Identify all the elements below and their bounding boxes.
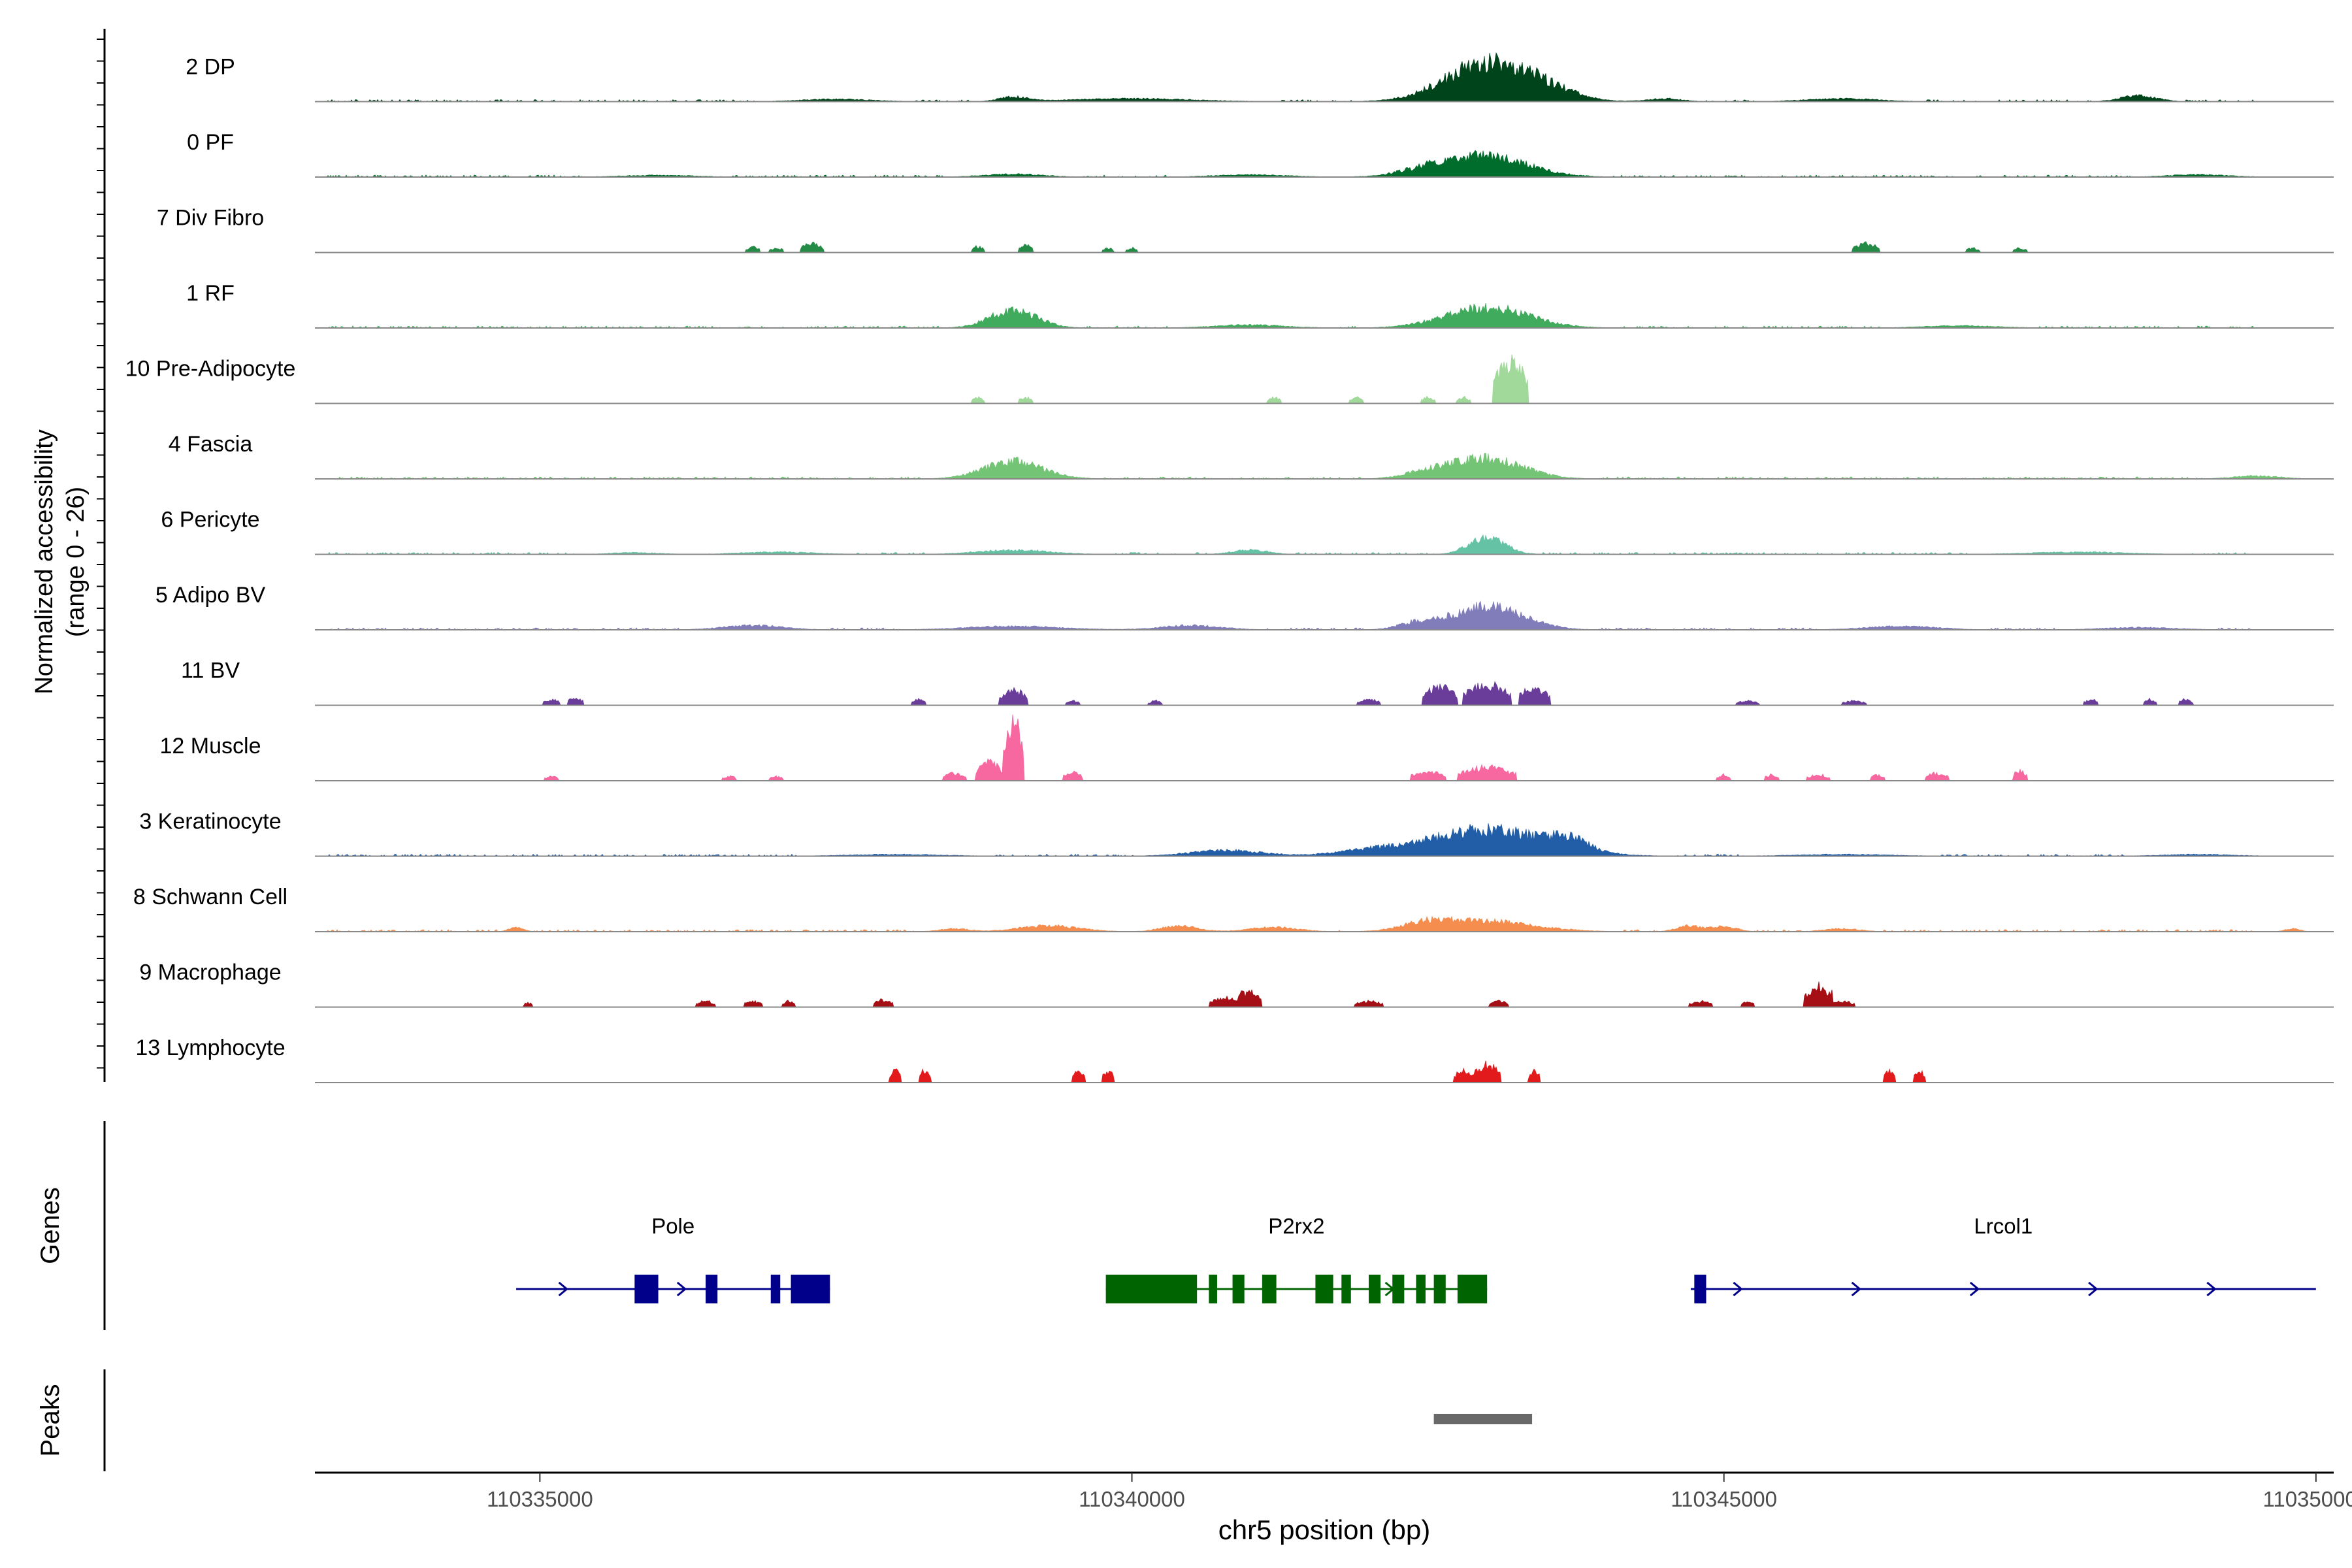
exon — [1232, 1275, 1245, 1303]
coverage-area — [315, 981, 2334, 1007]
exon — [1694, 1275, 1707, 1303]
peak-region — [1433, 1414, 1533, 1424]
coverage-area — [315, 1060, 2334, 1083]
exon — [1368, 1275, 1381, 1303]
coverage-area — [315, 823, 2334, 857]
coverage-area — [315, 241, 2334, 253]
track-13-lymphocyte: 13 Lymphocyte — [135, 1036, 2334, 1083]
gene-annotation-track: Pole P2rx2 Lrcol1 — [103, 1121, 2316, 1330]
exon — [1433, 1275, 1446, 1303]
track-label: 0 PF — [187, 130, 234, 155]
track-label: 12 Muscle — [160, 734, 261, 759]
x-tick-label: 110335000 — [487, 1487, 593, 1511]
track-label: 1 RF — [186, 281, 235, 306]
gene-label: Lrcol1 — [1974, 1214, 2033, 1238]
peaks-track — [103, 1369, 1533, 1471]
x-tick-label: 110340000 — [1079, 1487, 1185, 1511]
coverage-area — [315, 681, 2334, 706]
exon — [1341, 1275, 1351, 1303]
coverage-area — [315, 534, 2334, 555]
track-10-pre-adipocyte: 10 Pre-Adipocyte — [125, 354, 2334, 404]
strand-arrow — [1969, 1281, 1980, 1297]
track-9-macrophage: 9 Macrophage — [139, 960, 2334, 1008]
track-label: 2 DP — [186, 55, 235, 80]
x-tick-label: 110350000 — [2262, 1487, 2352, 1511]
y-axis — [97, 29, 106, 1082]
track-label: 10 Pre-Adipocyte — [125, 357, 296, 382]
exon — [706, 1275, 718, 1303]
strand-arrow — [795, 1281, 806, 1297]
x-axis-label: chr5 position (bp) — [1218, 1514, 1431, 1545]
x-axis: 110335000 110340000 110345000 110350000 — [315, 1471, 2352, 1511]
peaks-axis-label: Peaks — [36, 1384, 65, 1456]
x-tick-label: 110345000 — [1671, 1487, 1777, 1511]
strand-arrow — [1851, 1281, 1861, 1297]
exon — [1262, 1275, 1277, 1303]
track-label: 13 Lymphocyte — [135, 1036, 285, 1060]
strand-arrow — [558, 1281, 568, 1297]
coverage-area — [315, 452, 2334, 480]
coverage-area — [315, 600, 2334, 630]
coverage-area — [315, 303, 2334, 329]
track-label: 7 Div Fibro — [157, 206, 264, 231]
track-8-schwann-cell: 8 Schwann Cell — [133, 885, 2334, 932]
coverage-area — [315, 354, 2334, 404]
coverage-area — [315, 915, 2334, 932]
track-2-dp: 2 DP — [186, 52, 2334, 103]
track-6-pericyte: 6 Pericyte — [161, 508, 2334, 555]
strand-arrow — [2088, 1281, 2099, 1297]
exon — [770, 1275, 781, 1303]
y-axis-label-line2: (range 0 - 26) — [62, 487, 90, 637]
track-label: 8 Schwann Cell — [133, 885, 287, 909]
strand-arrow — [1733, 1281, 1743, 1297]
y-axis-label-line1: Normalized accessibility — [31, 429, 58, 694]
track-label: 9 Macrophage — [139, 960, 281, 985]
track-label: 4 Fascia — [169, 432, 253, 457]
strand-arrow — [2206, 1281, 2217, 1297]
track-0-pf: 0 PF — [187, 130, 2334, 178]
track-1-rf: 1 RF — [186, 281, 2334, 329]
exon — [1457, 1275, 1488, 1303]
gene-label: Pole — [651, 1214, 694, 1238]
strand-arrow — [676, 1281, 687, 1297]
gene-label: P2rx2 — [1268, 1214, 1324, 1238]
track-label: 6 Pericyte — [161, 508, 259, 532]
strand-arrow — [1148, 1281, 1158, 1297]
exon — [1392, 1275, 1405, 1303]
strand-arrow — [1384, 1281, 1395, 1297]
track-label: 3 Keratinocyte — [139, 809, 281, 834]
track-7-div-fibro: 7 Div Fibro — [157, 206, 2334, 253]
exon — [1209, 1275, 1217, 1303]
exon — [634, 1275, 659, 1303]
track-label: 11 BV — [181, 659, 240, 683]
coverage-area — [315, 52, 2334, 103]
coverage-area — [315, 714, 2334, 781]
coverage-area — [315, 150, 2334, 178]
genes-axis-label: Genes — [36, 1187, 65, 1264]
gene-p2rx2: P2rx2 — [1105, 1214, 1488, 1303]
exon — [1416, 1275, 1426, 1303]
coverage-tracks: 2 DP 0 PF 7 Div Fibro 1 RF 10 Pre-Adipocyte 4… — [125, 52, 2334, 1083]
track-5-adipo-bv: 5 Adipo BV — [155, 583, 2334, 630]
exon — [1315, 1275, 1333, 1303]
strand-arrow — [1266, 1281, 1277, 1297]
track-12-muscle: 12 Muscle — [160, 714, 2334, 781]
track-3-keratinocyte: 3 Keratinocyte — [139, 809, 2334, 857]
track-4-fascia: 4 Fascia — [169, 432, 2334, 480]
gene-pole: Pole — [516, 1214, 830, 1303]
gene-lrcol1: Lrcol1 — [1690, 1214, 2316, 1303]
exon — [791, 1275, 830, 1303]
exon — [1105, 1275, 1198, 1303]
track-11-bv: 11 BV — [181, 659, 2334, 706]
track-label: 5 Adipo BV — [155, 583, 266, 608]
